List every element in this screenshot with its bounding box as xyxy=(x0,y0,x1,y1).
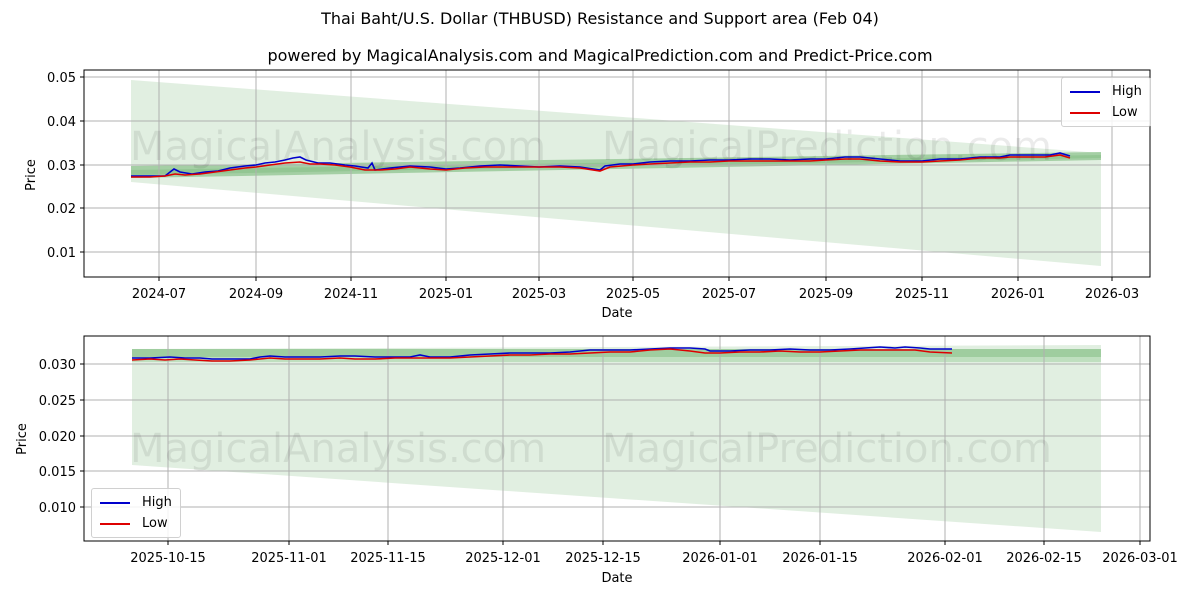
svg-text:2026-02-15: 2026-02-15 xyxy=(1006,551,1082,566)
plot-frame xyxy=(83,335,1151,542)
svg-text:2024-07: 2024-07 xyxy=(132,287,186,302)
top-chart: MagicalAnalysis.com MagicalPrediction.co… xyxy=(24,69,1151,321)
svg-text:0.04: 0.04 xyxy=(47,115,76,130)
low-line xyxy=(131,154,1071,178)
watermark-left: MagicalAnalysis.com xyxy=(130,426,546,472)
y-axis-ticks: 0.030 0.025 0.020 0.015 0.010 xyxy=(39,358,84,516)
projection-cone xyxy=(132,345,1101,532)
svg-text:2025-09: 2025-09 xyxy=(799,287,853,302)
support-resistance-band xyxy=(132,349,1101,357)
svg-text:0.020: 0.020 xyxy=(39,430,76,445)
svg-text:2025-05: 2025-05 xyxy=(606,287,660,302)
svg-text:2026-01-01: 2026-01-01 xyxy=(682,551,758,566)
svg-text:0.01: 0.01 xyxy=(47,246,76,261)
legend-bottom: High Low xyxy=(91,488,181,538)
legend-item-low: Low xyxy=(100,513,172,534)
svg-text:0.015: 0.015 xyxy=(39,465,76,480)
chart-title: Thai Baht/U.S. Dollar (THBUSD) Resistanc… xyxy=(321,9,879,28)
high-line xyxy=(132,346,952,360)
svg-text:2025-11-15: 2025-11-15 xyxy=(350,551,426,566)
y-axis-label: Price xyxy=(15,423,30,455)
svg-text:2024-11: 2024-11 xyxy=(324,287,378,302)
x-axis-ticks: 2025-10-15 2025-11-01 2025-11-15 2025-12… xyxy=(130,541,1178,566)
legend-item-high: High xyxy=(1070,81,1142,102)
svg-text:2026-03-01: 2026-03-01 xyxy=(1102,551,1178,566)
grid-lines xyxy=(84,70,1150,277)
bottom-chart: MagicalAnalysis.com MagicalPrediction.co… xyxy=(15,335,1178,586)
svg-text:0.025: 0.025 xyxy=(39,394,76,409)
svg-text:2026-03: 2026-03 xyxy=(1085,287,1139,302)
svg-text:2024-09: 2024-09 xyxy=(229,287,283,302)
legend-label: High xyxy=(1112,84,1142,99)
svg-text:2025-12-01: 2025-12-01 xyxy=(465,551,541,566)
svg-text:0.03: 0.03 xyxy=(47,159,76,174)
svg-text:2025-11-01: 2025-11-01 xyxy=(251,551,327,566)
high-swatch-icon xyxy=(100,501,130,504)
x-axis-label: Date xyxy=(601,571,632,586)
high-swatch-icon xyxy=(1070,90,1100,93)
svg-text:2026-02-01: 2026-02-01 xyxy=(907,551,983,566)
y-axis-label: Price xyxy=(24,159,39,191)
x-axis-label: Date xyxy=(601,306,632,321)
low-swatch-icon xyxy=(1070,111,1100,114)
y-axis-ticks: 0.05 0.04 0.03 0.02 0.01 xyxy=(47,71,84,261)
svg-text:2025-12-15: 2025-12-15 xyxy=(565,551,641,566)
low-line xyxy=(131,348,953,362)
legend-label: High xyxy=(142,495,172,510)
svg-text:2026-01: 2026-01 xyxy=(991,287,1045,302)
svg-text:2025-11: 2025-11 xyxy=(895,287,949,302)
svg-text:2026-01-15: 2026-01-15 xyxy=(782,551,858,566)
watermark-right: MagicalPrediction.com xyxy=(602,124,1052,170)
legend-label: Low xyxy=(142,516,168,531)
svg-text:2025-07: 2025-07 xyxy=(702,287,756,302)
svg-text:2025-03: 2025-03 xyxy=(512,287,566,302)
watermark-right: MagicalPrediction.com xyxy=(602,426,1052,472)
svg-text:0.05: 0.05 xyxy=(47,71,76,86)
projection-cone xyxy=(131,80,1101,266)
support-resistance-band-lower xyxy=(132,357,1101,362)
svg-text:2025-01: 2025-01 xyxy=(419,287,473,302)
svg-text:0.030: 0.030 xyxy=(39,358,76,373)
low-swatch-icon xyxy=(100,522,130,525)
grid-lines xyxy=(84,336,1150,541)
svg-text:0.010: 0.010 xyxy=(39,501,76,516)
legend-label: Low xyxy=(1112,105,1138,120)
legend-top: High Low xyxy=(1061,77,1151,127)
svg-text:2025-10-15: 2025-10-15 xyxy=(130,551,206,566)
plot-frame xyxy=(83,69,1151,278)
x-axis-ticks: 2024-07 2024-09 2024-11 2025-01 2025-03 … xyxy=(132,277,1139,302)
svg-text:0.02: 0.02 xyxy=(47,202,76,217)
legend-item-low: Low xyxy=(1070,102,1142,123)
legend-item-high: High xyxy=(100,492,172,513)
watermark-left: MagicalAnalysis.com xyxy=(130,124,546,170)
chart-subtitle: powered by MagicalAnalysis.com and Magic… xyxy=(267,46,933,65)
